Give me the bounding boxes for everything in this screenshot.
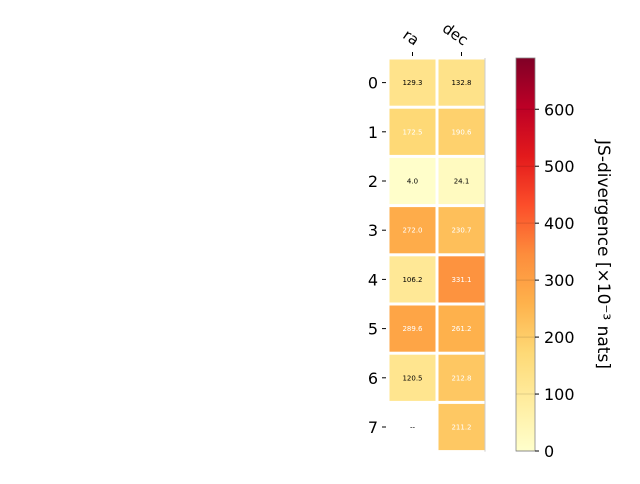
colorbar-tick-label-100: 100 [544, 385, 575, 404]
colorbar-tick-label-600: 600 [544, 100, 575, 119]
cell-label-1-ra: 172.5 [402, 128, 422, 136]
heatmap-cell-4-ra [389, 256, 436, 303]
cell-label-3-ra: 272.0 [402, 227, 422, 235]
row-tick-label-6: 6 [368, 369, 378, 388]
heatmap-cell-6-dec [438, 354, 485, 401]
heatmap-cell-2-ra [389, 157, 436, 205]
colorbar-label: JS-divergence [×10⁻³ nats] [593, 139, 613, 369]
heatmap-cell-0-ra [389, 59, 436, 106]
cell-label-7-ra: -- [410, 424, 416, 432]
colorbar-tick-label-400: 400 [544, 214, 575, 233]
heatmap-cell-1-dec [438, 108, 485, 155]
cell-label-6-dec: 212.8 [451, 374, 471, 382]
cell-label-0-ra: 129.3 [402, 79, 422, 87]
heatmap-cell-7-dec [438, 403, 485, 451]
heatmap-cell-5-dec [438, 305, 485, 352]
row-tick-label-4: 4 [368, 270, 378, 289]
cell-label-0-dec: 132.8 [451, 79, 471, 87]
colorbar-tick-label-300: 300 [544, 271, 575, 290]
heatmap-cell-0-dec [438, 59, 485, 106]
heatmap-cell-6-ra [389, 354, 436, 401]
heatmap-cell-2-dec [438, 157, 485, 205]
row-tick-label-5: 5 [368, 320, 378, 339]
cell-label-2-ra: 4.0 [407, 178, 418, 186]
row-tick-label-2: 2 [368, 172, 378, 191]
cell-label-5-dec: 261.2 [451, 325, 471, 333]
row-tick-label-0: 0 [368, 74, 378, 93]
col-tick-label-ra: ra [400, 26, 423, 50]
colorbar-tick-label-0: 0 [544, 442, 554, 461]
colorbar-tick-label-500: 500 [544, 157, 575, 176]
cell-label-4-ra: 106.2 [402, 276, 422, 284]
colorbar-tick-label-200: 200 [544, 328, 575, 347]
row-tick-label-7: 7 [368, 418, 378, 437]
heatmap-cell-1-ra [389, 108, 436, 155]
cell-label-3-dec: 230.7 [451, 227, 471, 235]
heatmap-cell-4-dec [438, 256, 485, 303]
colorbar [515, 57, 536, 452]
heatmap-cell-3-ra [389, 207, 436, 254]
cell-label-2-dec: 24.1 [454, 178, 470, 186]
heatmap-cell-5-ra [389, 305, 436, 352]
col-tick-label-dec: dec [439, 19, 471, 49]
cell-label-7-dec: 211.2 [451, 424, 471, 432]
cell-label-5-ra: 289.6 [402, 325, 423, 333]
cell-label-4-dec: 331.1 [451, 276, 471, 284]
cell-label-1-dec: 190.6 [451, 128, 472, 136]
cell-label-6-ra: 120.5 [402, 374, 422, 382]
row-tick-label-1: 1 [368, 123, 378, 142]
heatmap-cell-3-dec [438, 207, 485, 254]
row-tick-label-3: 3 [368, 221, 378, 240]
